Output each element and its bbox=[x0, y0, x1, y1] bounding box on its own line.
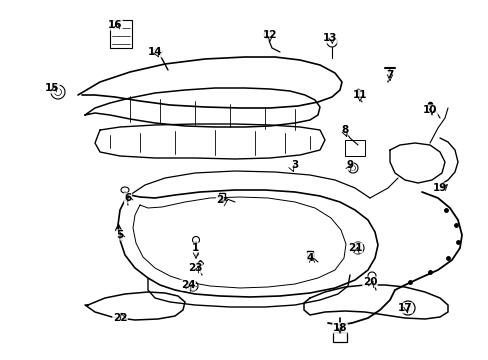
Text: 14: 14 bbox=[147, 47, 162, 57]
Text: 11: 11 bbox=[352, 90, 366, 100]
Text: 1: 1 bbox=[191, 243, 198, 253]
Bar bbox=[345, 140, 364, 156]
Text: 10: 10 bbox=[422, 105, 436, 115]
Text: 2: 2 bbox=[216, 195, 223, 205]
Text: 22: 22 bbox=[113, 313, 127, 323]
Text: 23: 23 bbox=[187, 263, 202, 273]
Bar bbox=[110, 20, 132, 48]
Text: 13: 13 bbox=[322, 33, 337, 43]
Text: 5: 5 bbox=[116, 230, 123, 240]
Text: 3: 3 bbox=[291, 160, 298, 170]
Text: 12: 12 bbox=[262, 30, 277, 40]
Text: 4: 4 bbox=[305, 253, 313, 263]
Text: 15: 15 bbox=[45, 83, 59, 93]
Text: 16: 16 bbox=[107, 20, 122, 30]
Text: 17: 17 bbox=[397, 303, 411, 313]
Text: 9: 9 bbox=[346, 160, 353, 170]
Text: 24: 24 bbox=[181, 280, 195, 290]
Text: 19: 19 bbox=[432, 183, 446, 193]
Bar bbox=[332, 332, 346, 342]
Text: 21: 21 bbox=[347, 243, 362, 253]
Text: 7: 7 bbox=[386, 70, 393, 80]
Text: 18: 18 bbox=[332, 323, 346, 333]
Text: 8: 8 bbox=[341, 125, 348, 135]
Text: 20: 20 bbox=[362, 277, 376, 287]
Text: 6: 6 bbox=[124, 193, 131, 203]
